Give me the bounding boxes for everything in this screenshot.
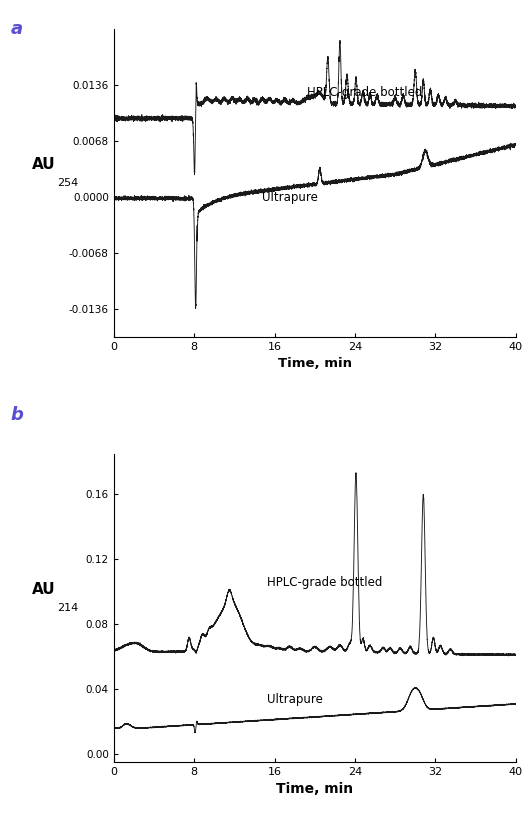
Text: HPLC-grade bottled: HPLC-grade bottled [307, 86, 422, 99]
Text: AU: AU [32, 156, 55, 172]
Text: Ultrapure: Ultrapure [262, 191, 318, 204]
Text: 214: 214 [57, 603, 78, 613]
X-axis label: Time, min: Time, min [276, 782, 353, 796]
Text: AU: AU [32, 582, 55, 597]
Text: a: a [11, 20, 23, 38]
Text: 254: 254 [57, 178, 78, 187]
Text: Ultrapure: Ultrapure [267, 694, 322, 707]
X-axis label: Time, min: Time, min [278, 357, 352, 370]
Text: HPLC-grade bottled: HPLC-grade bottled [267, 576, 382, 589]
Text: b: b [11, 406, 23, 424]
